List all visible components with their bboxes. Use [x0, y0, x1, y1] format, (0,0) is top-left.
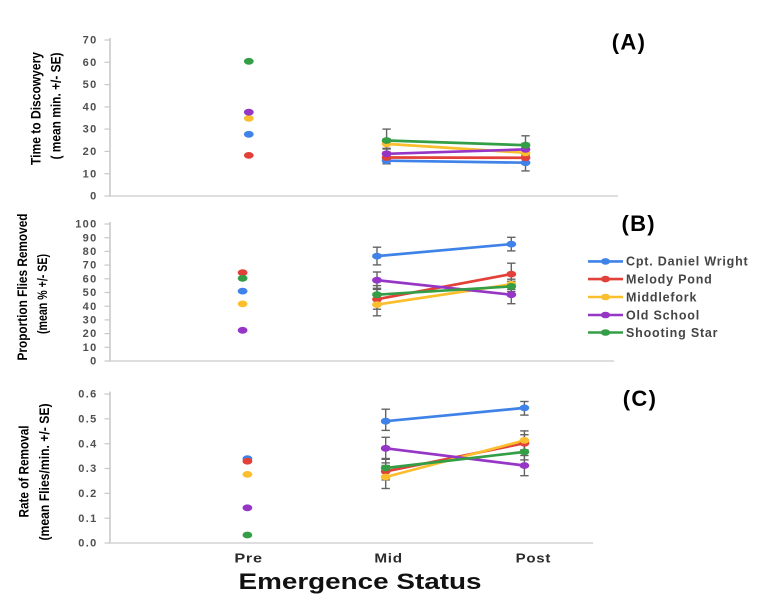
- svg-text:0.3: 0.3: [78, 463, 97, 475]
- svg-text:0: 0: [90, 356, 97, 368]
- svg-text:30: 30: [83, 315, 98, 327]
- svg-text:Emergence Status: Emergence Status: [239, 569, 482, 594]
- svg-text:Proportion Flies Removed: Proportion Flies Removed: [14, 214, 30, 361]
- svg-text:40: 40: [83, 301, 98, 313]
- svg-text:0.1: 0.1: [78, 513, 97, 525]
- svg-text:(mean Flies/min. +/- SE): (mean Flies/min. +/- SE): [36, 404, 52, 541]
- svg-text:20: 20: [83, 328, 98, 340]
- svg-text:0.4: 0.4: [78, 438, 97, 450]
- svg-text:Shooting Star: Shooting Star: [626, 326, 718, 340]
- svg-text:100: 100: [75, 219, 97, 231]
- svg-text:(mean % +/- SE): (mean % +/- SE): [34, 254, 50, 334]
- svg-text:50: 50: [83, 79, 98, 91]
- svg-text:Cpt. Daniel Wright: Cpt. Daniel Wright: [626, 255, 749, 269]
- svg-text:Old School: Old School: [626, 308, 700, 322]
- svg-text:Mid: Mid: [374, 552, 403, 566]
- svg-text:80: 80: [83, 246, 98, 258]
- svg-text:( mean min. +/- SE): ( mean min. +/- SE): [48, 53, 64, 160]
- svg-text:Post: Post: [516, 552, 552, 566]
- svg-text:20: 20: [83, 146, 98, 158]
- svg-text:50: 50: [83, 287, 98, 299]
- svg-text:0: 0: [90, 191, 97, 203]
- svg-text:10: 10: [83, 342, 98, 354]
- svg-text:Time to Discowyery: Time to Discowyery: [28, 52, 44, 165]
- svg-text:70: 70: [83, 260, 98, 272]
- svg-text:(B): (B): [621, 211, 655, 236]
- svg-text:Rate of Removal: Rate of Removal: [16, 426, 32, 518]
- svg-text:0.0: 0.0: [78, 538, 97, 550]
- svg-text:Pre: Pre: [234, 552, 263, 566]
- svg-text:60: 60: [83, 57, 98, 69]
- svg-text:Melody Pond: Melody Pond: [626, 272, 713, 286]
- svg-text:(C): (C): [623, 386, 657, 411]
- svg-text:Middlefork: Middlefork: [626, 290, 697, 304]
- svg-text:(A): (A): [612, 30, 646, 55]
- svg-text:0.2: 0.2: [78, 488, 97, 500]
- svg-text:40: 40: [83, 102, 98, 114]
- svg-text:90: 90: [83, 232, 98, 244]
- svg-text:30: 30: [83, 124, 98, 136]
- svg-text:70: 70: [83, 35, 98, 47]
- svg-text:60: 60: [83, 273, 98, 285]
- svg-text:0.5: 0.5: [78, 413, 97, 425]
- svg-text:0.6: 0.6: [78, 389, 97, 401]
- svg-text:10: 10: [83, 168, 98, 180]
